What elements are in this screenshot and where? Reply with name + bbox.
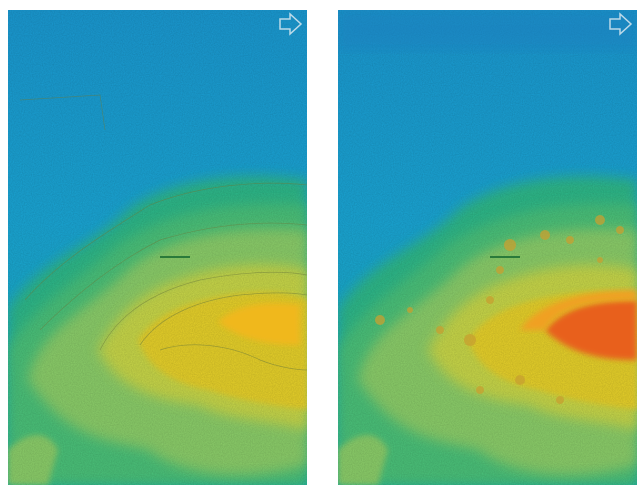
expand-icon[interactable] bbox=[279, 12, 303, 36]
map-right bbox=[338, 10, 637, 485]
map-left bbox=[8, 10, 307, 485]
expand-icon[interactable] bbox=[609, 12, 633, 36]
